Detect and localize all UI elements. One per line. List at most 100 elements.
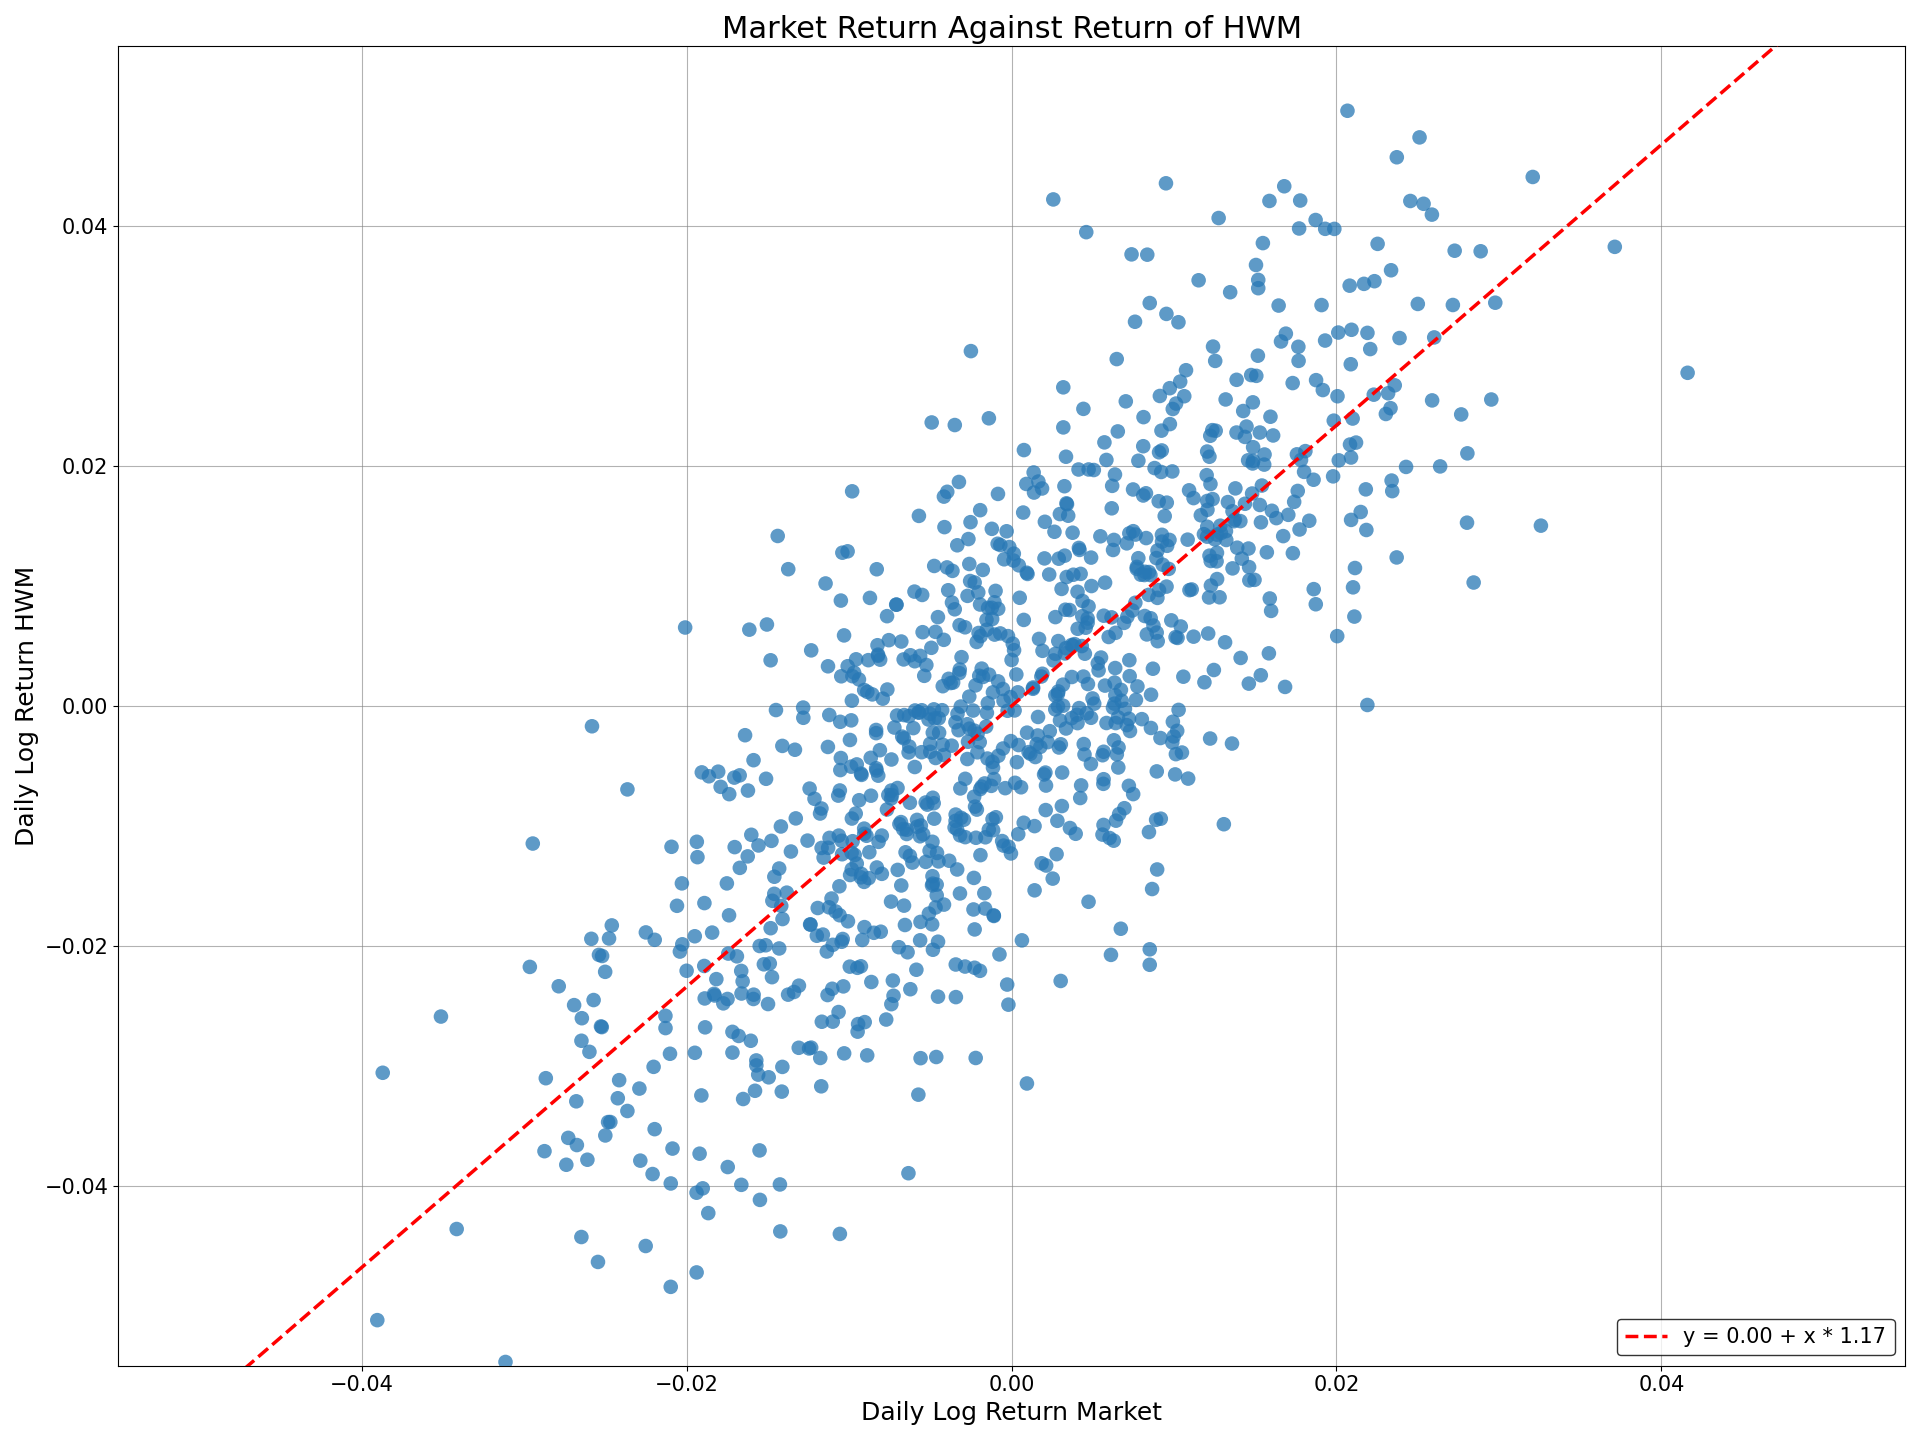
Point <box>845 762 876 785</box>
Point <box>780 981 810 1004</box>
Point <box>766 1080 797 1103</box>
Point <box>881 776 912 799</box>
Point <box>1202 541 1233 564</box>
Point <box>906 583 937 606</box>
Point <box>937 590 968 613</box>
Point <box>735 824 766 847</box>
Point <box>1336 353 1367 376</box>
Point <box>680 924 710 948</box>
Point <box>1137 683 1167 706</box>
Point <box>1033 563 1064 586</box>
Point <box>1020 746 1050 769</box>
Point <box>1379 374 1409 397</box>
Point <box>1225 510 1256 533</box>
Point <box>885 811 916 834</box>
Point <box>1252 541 1283 564</box>
Point <box>966 775 996 798</box>
Point <box>828 975 858 998</box>
Point <box>1212 520 1242 543</box>
Point <box>952 730 983 753</box>
Point <box>1041 606 1071 629</box>
Point <box>728 969 758 992</box>
Point <box>960 917 991 940</box>
Point <box>1165 370 1196 393</box>
Point <box>574 1040 605 1063</box>
Point <box>977 608 1008 631</box>
Point <box>1284 518 1315 541</box>
Point <box>1048 694 1079 717</box>
Point <box>818 1009 849 1032</box>
Point <box>937 559 968 582</box>
Point <box>918 792 948 815</box>
Point <box>1217 500 1248 523</box>
Point <box>597 914 628 937</box>
Point <box>1300 593 1331 616</box>
Point <box>787 696 818 719</box>
Point <box>1404 125 1434 148</box>
Point <box>995 685 1025 708</box>
Point <box>979 590 1010 613</box>
Point <box>1146 523 1177 546</box>
Point <box>843 956 874 979</box>
Point <box>979 768 1010 791</box>
Point <box>843 668 874 691</box>
Point <box>756 966 787 989</box>
Point <box>1052 492 1083 516</box>
Point <box>839 844 870 867</box>
Point <box>1027 477 1058 500</box>
Point <box>755 649 785 672</box>
Point <box>682 1181 712 1204</box>
Point <box>612 1100 643 1123</box>
Point <box>1179 487 1210 510</box>
Point <box>588 945 618 968</box>
Point <box>835 864 866 887</box>
Point <box>893 940 924 963</box>
Point <box>1096 943 1127 966</box>
Point <box>1110 390 1140 413</box>
Point <box>1062 711 1092 734</box>
Point <box>566 1007 597 1030</box>
Point <box>810 572 841 595</box>
Point <box>1246 511 1277 534</box>
Point <box>672 959 703 982</box>
Point <box>1150 504 1181 527</box>
Point <box>899 649 929 672</box>
Point <box>816 887 847 910</box>
Point <box>933 850 964 873</box>
Point <box>1012 1071 1043 1094</box>
Point <box>1062 618 1092 641</box>
Point <box>1069 743 1100 766</box>
Point <box>753 1066 783 1089</box>
Point <box>586 1015 616 1038</box>
Point <box>918 873 948 896</box>
Point <box>737 988 768 1011</box>
Point <box>1018 677 1048 700</box>
Point <box>1212 528 1242 552</box>
Point <box>426 1005 457 1028</box>
Point <box>1117 520 1148 543</box>
Point <box>1054 599 1085 622</box>
Point <box>806 796 837 819</box>
Point <box>1359 383 1390 406</box>
Point <box>1334 274 1365 297</box>
Point <box>1480 291 1511 314</box>
Point <box>843 1020 874 1043</box>
Point <box>630 1234 660 1257</box>
Point <box>1267 524 1298 547</box>
Point <box>1284 217 1315 240</box>
Point <box>363 1309 394 1332</box>
Point <box>920 707 950 730</box>
Point <box>1236 482 1267 505</box>
Point <box>639 929 670 952</box>
Point <box>753 992 783 1015</box>
Point <box>1046 733 1077 756</box>
Point <box>1290 439 1321 462</box>
Point <box>1142 858 1173 881</box>
Point <box>835 955 866 978</box>
Point <box>612 778 643 801</box>
Point <box>1039 187 1069 210</box>
Point <box>914 733 945 756</box>
Point <box>904 504 935 527</box>
Point <box>1269 174 1300 197</box>
Point <box>1242 344 1273 367</box>
